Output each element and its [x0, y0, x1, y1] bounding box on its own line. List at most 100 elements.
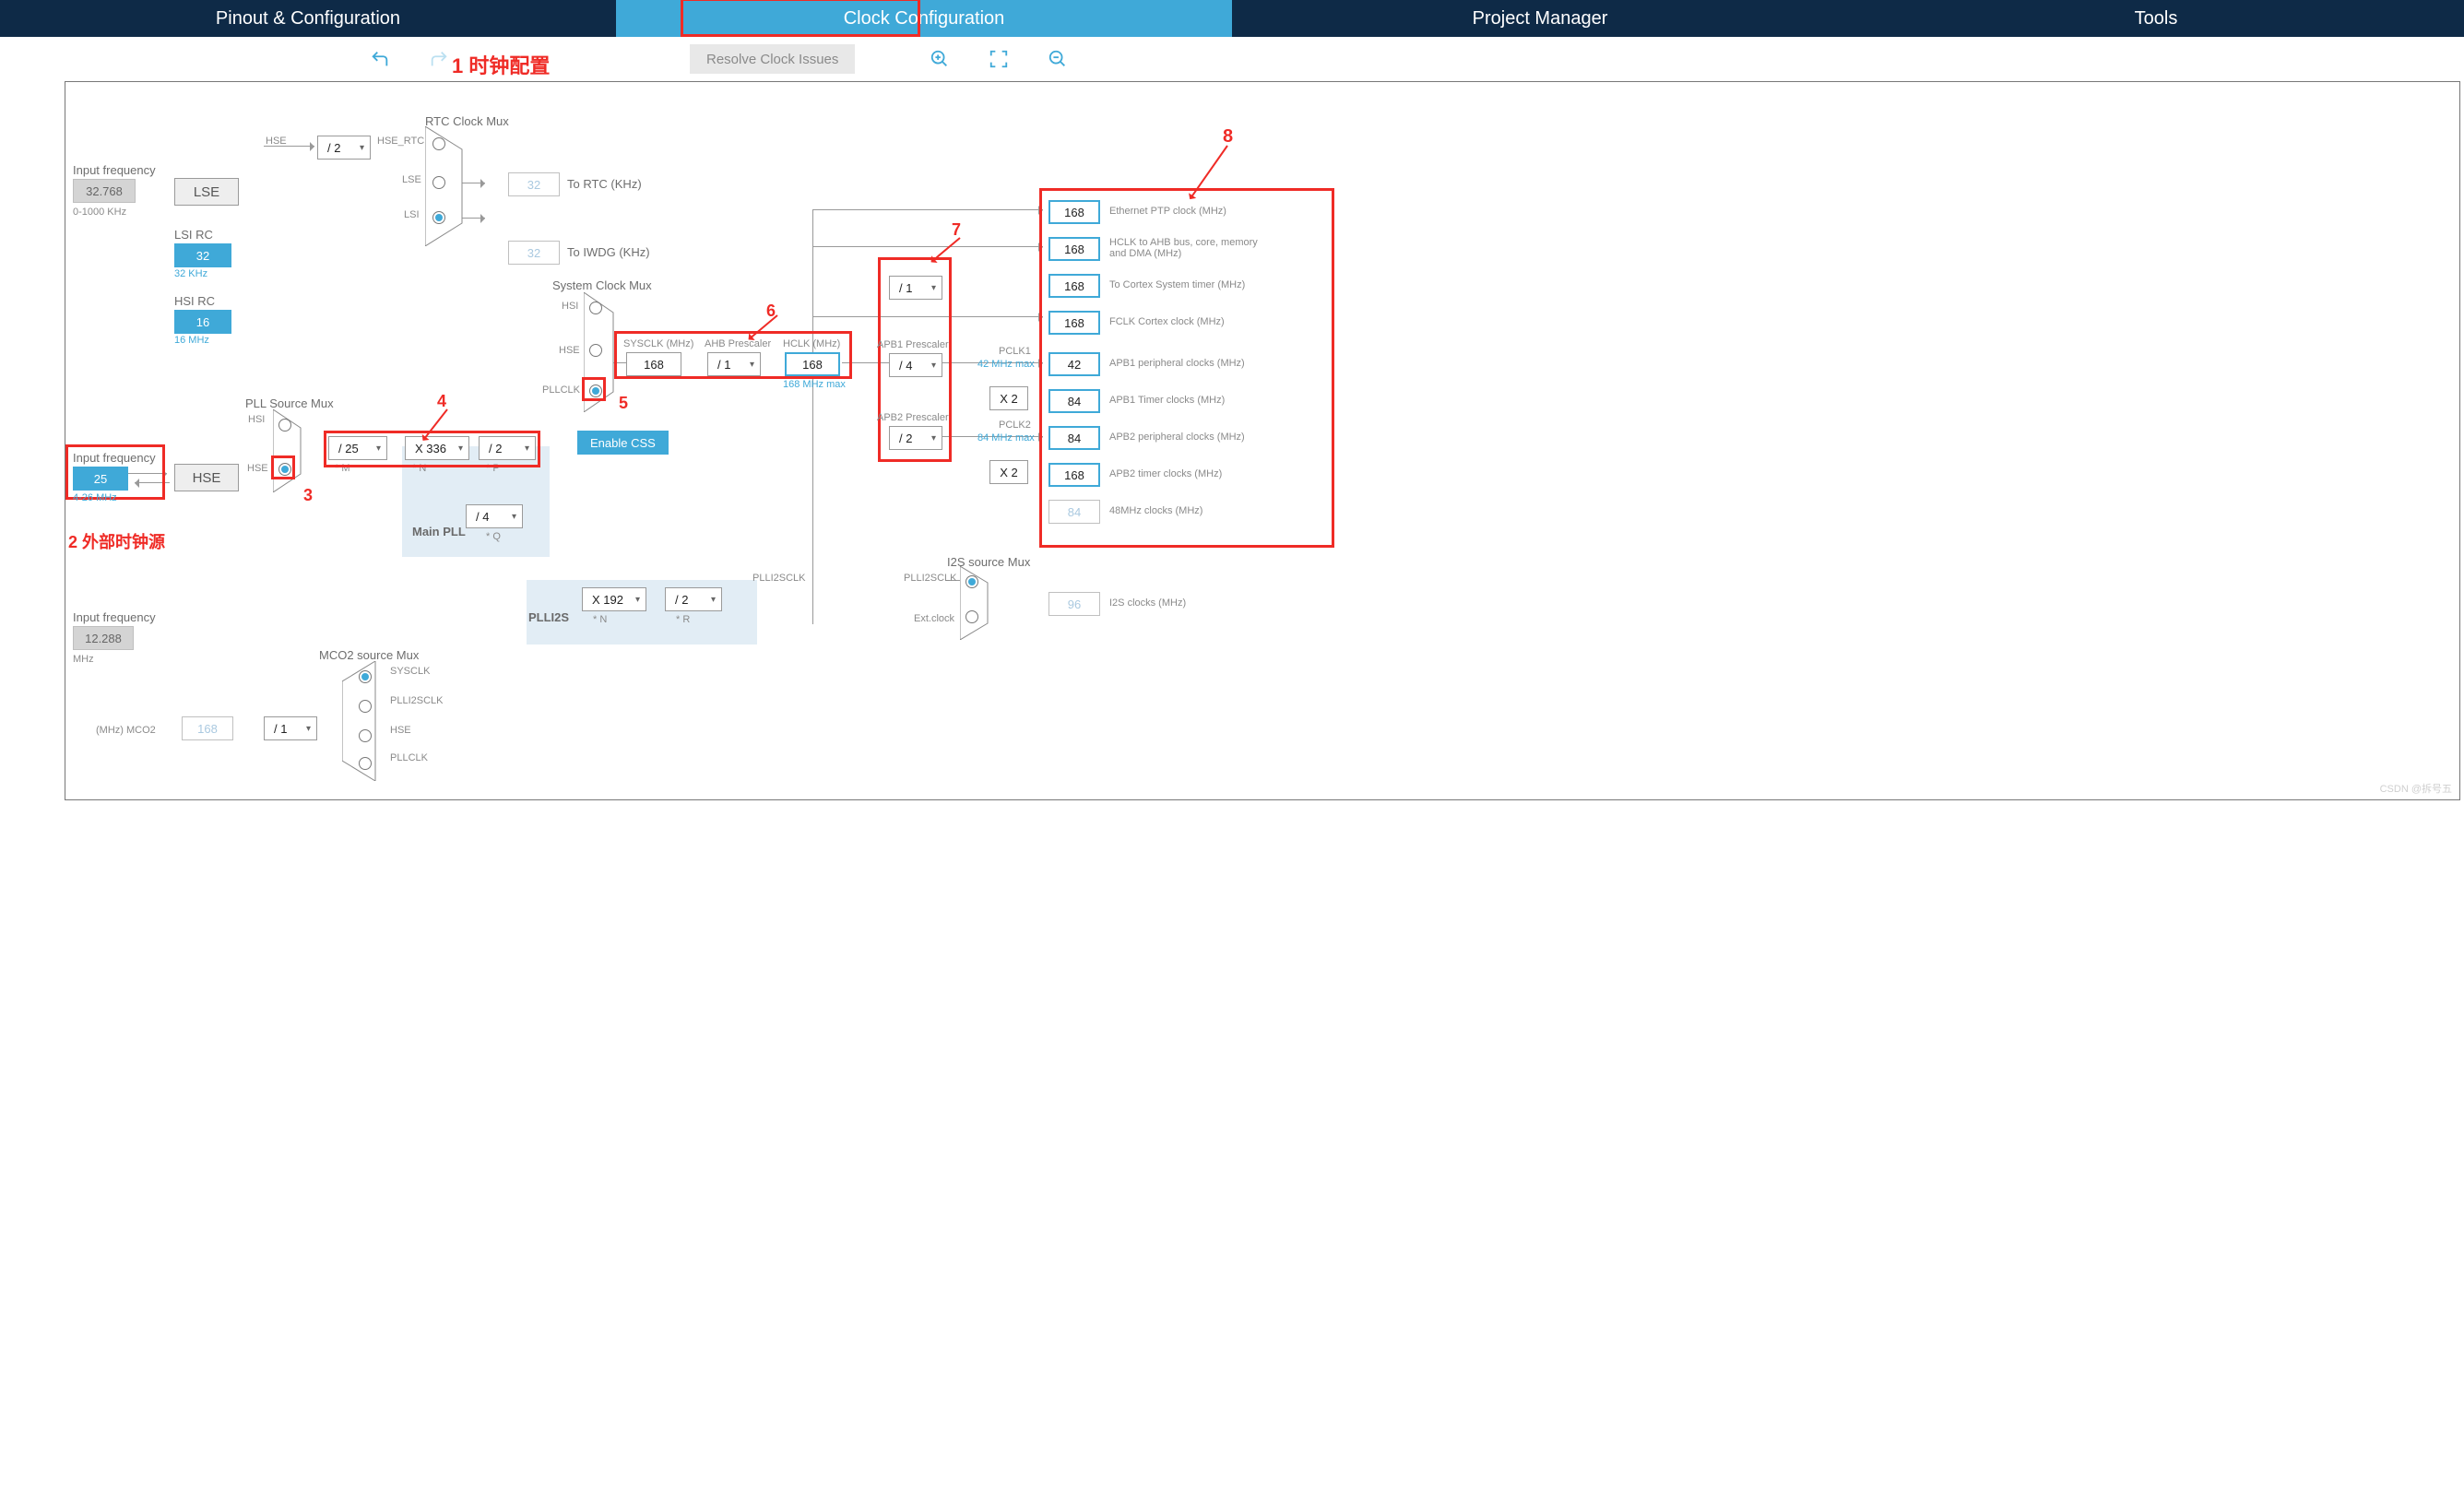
annot-arrow-8: [1190, 145, 1228, 198]
mco2-s3: HSE: [390, 725, 411, 736]
lse-box: LSE: [174, 178, 239, 206]
annot-1: 1 时钟配置: [452, 50, 550, 79]
rtc-lse-lbl: LSE: [402, 174, 421, 185]
rtc-radio-lsi[interactable]: [432, 211, 445, 224]
annot-arrow-6: [749, 314, 778, 339]
zoom-in-icon[interactable]: [929, 48, 951, 70]
sysmux-radio-hse[interactable]: [589, 344, 602, 357]
fit-screen-icon[interactable]: [988, 48, 1010, 70]
pll-p[interactable]: / 2▾: [479, 436, 536, 460]
out-hclk: 168: [1048, 237, 1100, 261]
i2s-pll-lbl: PLLI2SCLK: [904, 573, 956, 584]
annot-arrow-7: [931, 237, 961, 262]
mco2-radio-pll[interactable]: [359, 757, 372, 770]
out-cortex-lbl: To Cortex System timer (MHz): [1109, 279, 1245, 290]
mco2-label: (MHz) MCO2: [96, 725, 156, 736]
rtc-out-lbl: To RTC (KHz): [567, 177, 642, 191]
ahb-div[interactable]: / 1▾: [707, 352, 761, 376]
apb2-div[interactable]: / 2▾: [889, 426, 942, 450]
out-hclk-lbl: HCLK to AHB bus, core, memory and DMA (M…: [1109, 237, 1275, 259]
annot-2: 2 外部时钟源: [68, 529, 165, 553]
pll-m[interactable]: / 25▾: [328, 436, 387, 460]
rtc-hse-div[interactable]: / 2▾: [317, 136, 371, 160]
hsi-val: 16: [174, 310, 231, 334]
tab-project[interactable]: Project Manager: [1232, 0, 1848, 37]
redo-icon[interactable]: [428, 48, 450, 70]
pllsrc-hsi-lbl: HSI: [248, 414, 265, 425]
rtc-radio-hse[interactable]: [432, 137, 445, 150]
lsi-val: 32: [174, 243, 231, 267]
tab-clock[interactable]: Clock Configuration: [616, 0, 1232, 37]
cortex-div[interactable]: / 1▾: [889, 276, 942, 300]
plli2s-r-lbl: * R: [676, 614, 690, 625]
watermark: CSDN @拆号五: [2380, 781, 2452, 796]
pclk2-lbl: PCLK2: [999, 420, 1031, 431]
pll-q[interactable]: / 4▾: [466, 504, 523, 528]
iwdg-out-val: 32: [508, 241, 560, 265]
pll-title: Main PLL: [412, 525, 466, 538]
pllsrc-hse-lbl: HSE: [247, 463, 268, 474]
hclk-val[interactable]: 168: [785, 352, 840, 376]
lsi-unit: 32 KHz: [174, 268, 207, 279]
pclk1-max: 42 MHz max: [977, 359, 1035, 370]
mco2-radio-sysclk[interactable]: [359, 670, 372, 683]
wire-bus: [812, 209, 813, 624]
apb1-lbl: APB1 Prescaler: [877, 339, 949, 350]
plli2s-title: PLLI2S: [528, 610, 569, 624]
pclk2-max: 84 MHz max: [977, 432, 1035, 444]
plli2s-n-lbl: * N: [593, 614, 607, 625]
pllsrc-radio-hsi[interactable]: [278, 419, 291, 432]
plli2s-n[interactable]: X 192▾: [582, 587, 646, 611]
plli2s-freq-value[interactable]: 12.288: [73, 626, 134, 650]
mco2-div[interactable]: / 1▾: [264, 716, 317, 740]
lse-freq-value[interactable]: 32.768: [73, 179, 136, 203]
out-cortex: 168: [1048, 274, 1100, 298]
i2s-radio-ext[interactable]: [965, 610, 978, 623]
plli2s-freq-label: Input frequency: [73, 610, 156, 624]
mco2-radio-hse[interactable]: [359, 729, 372, 742]
pll-m-lbl: * M: [335, 463, 350, 474]
sysmux-radio-pll[interactable]: [589, 384, 602, 397]
pll-n[interactable]: X 336▾: [405, 436, 469, 460]
tab-pinout[interactable]: Pinout & Configuration: [0, 0, 616, 37]
out-apb1p-lbl: APB1 peripheral clocks (MHz): [1109, 358, 1245, 369]
out-usb: 84: [1048, 500, 1100, 524]
resolve-button[interactable]: Resolve Clock Issues: [690, 44, 855, 74]
pll-n-lbl: * N: [412, 463, 426, 474]
tab-tools[interactable]: Tools: [1848, 0, 2464, 37]
pllsrc-title: PLL Source Mux: [245, 396, 334, 410]
wire: [812, 246, 1043, 247]
hsi-unit: 16 MHz: [174, 335, 209, 346]
toolbar: 1 时钟配置 Resolve Clock Issues: [0, 37, 2464, 81]
out-apb2t-lbl: APB2 timer clocks (MHz): [1109, 468, 1222, 479]
rtc-out-val: 32: [508, 172, 560, 196]
undo-icon[interactable]: [369, 48, 391, 70]
clock-canvas: Input frequency 32.768 0-1000 KHz Input …: [65, 81, 2460, 800]
plli2s-r[interactable]: / 2▾: [665, 587, 722, 611]
out-apb2p: 84: [1048, 426, 1100, 450]
iwdg-out-lbl: To IWDG (KHz): [567, 245, 650, 259]
out-fclk: 168: [1048, 311, 1100, 335]
out-apb1t-lbl: APB1 Timer clocks (MHz): [1109, 395, 1225, 406]
sysmux-radio-hsi[interactable]: [589, 302, 602, 314]
hse-freq-value[interactable]: 25: [73, 467, 128, 491]
rtc-radio-lse[interactable]: [432, 176, 445, 189]
zoom-out-icon[interactable]: [1047, 48, 1069, 70]
sysclk-val[interactable]: 168: [626, 352, 681, 376]
out-eth-lbl: Ethernet PTP clock (MHz): [1109, 206, 1226, 217]
out-eth: 168: [1048, 200, 1100, 224]
apb2-lbl: APB2 Prescaler: [877, 412, 949, 423]
lsi-label: LSI RC: [174, 228, 213, 242]
mco2-radio-plli2s[interactable]: [359, 700, 372, 713]
pllsrc-radio-hse[interactable]: [278, 463, 291, 476]
hse-box: HSE: [174, 464, 239, 491]
hclk-max: 168 MHz max: [783, 379, 846, 390]
enable-css-button[interactable]: Enable CSS: [577, 431, 669, 455]
apb1-div[interactable]: / 4▾: [889, 353, 942, 377]
hse-freq-label: Input frequency: [73, 451, 156, 465]
i2s-radio-pll[interactable]: [965, 575, 978, 588]
hsi-label: HSI RC: [174, 294, 215, 308]
i2s-out-lbl: I2S clocks (MHz): [1109, 597, 1186, 609]
wire: [812, 316, 1043, 317]
out-apb1p: 42: [1048, 352, 1100, 376]
